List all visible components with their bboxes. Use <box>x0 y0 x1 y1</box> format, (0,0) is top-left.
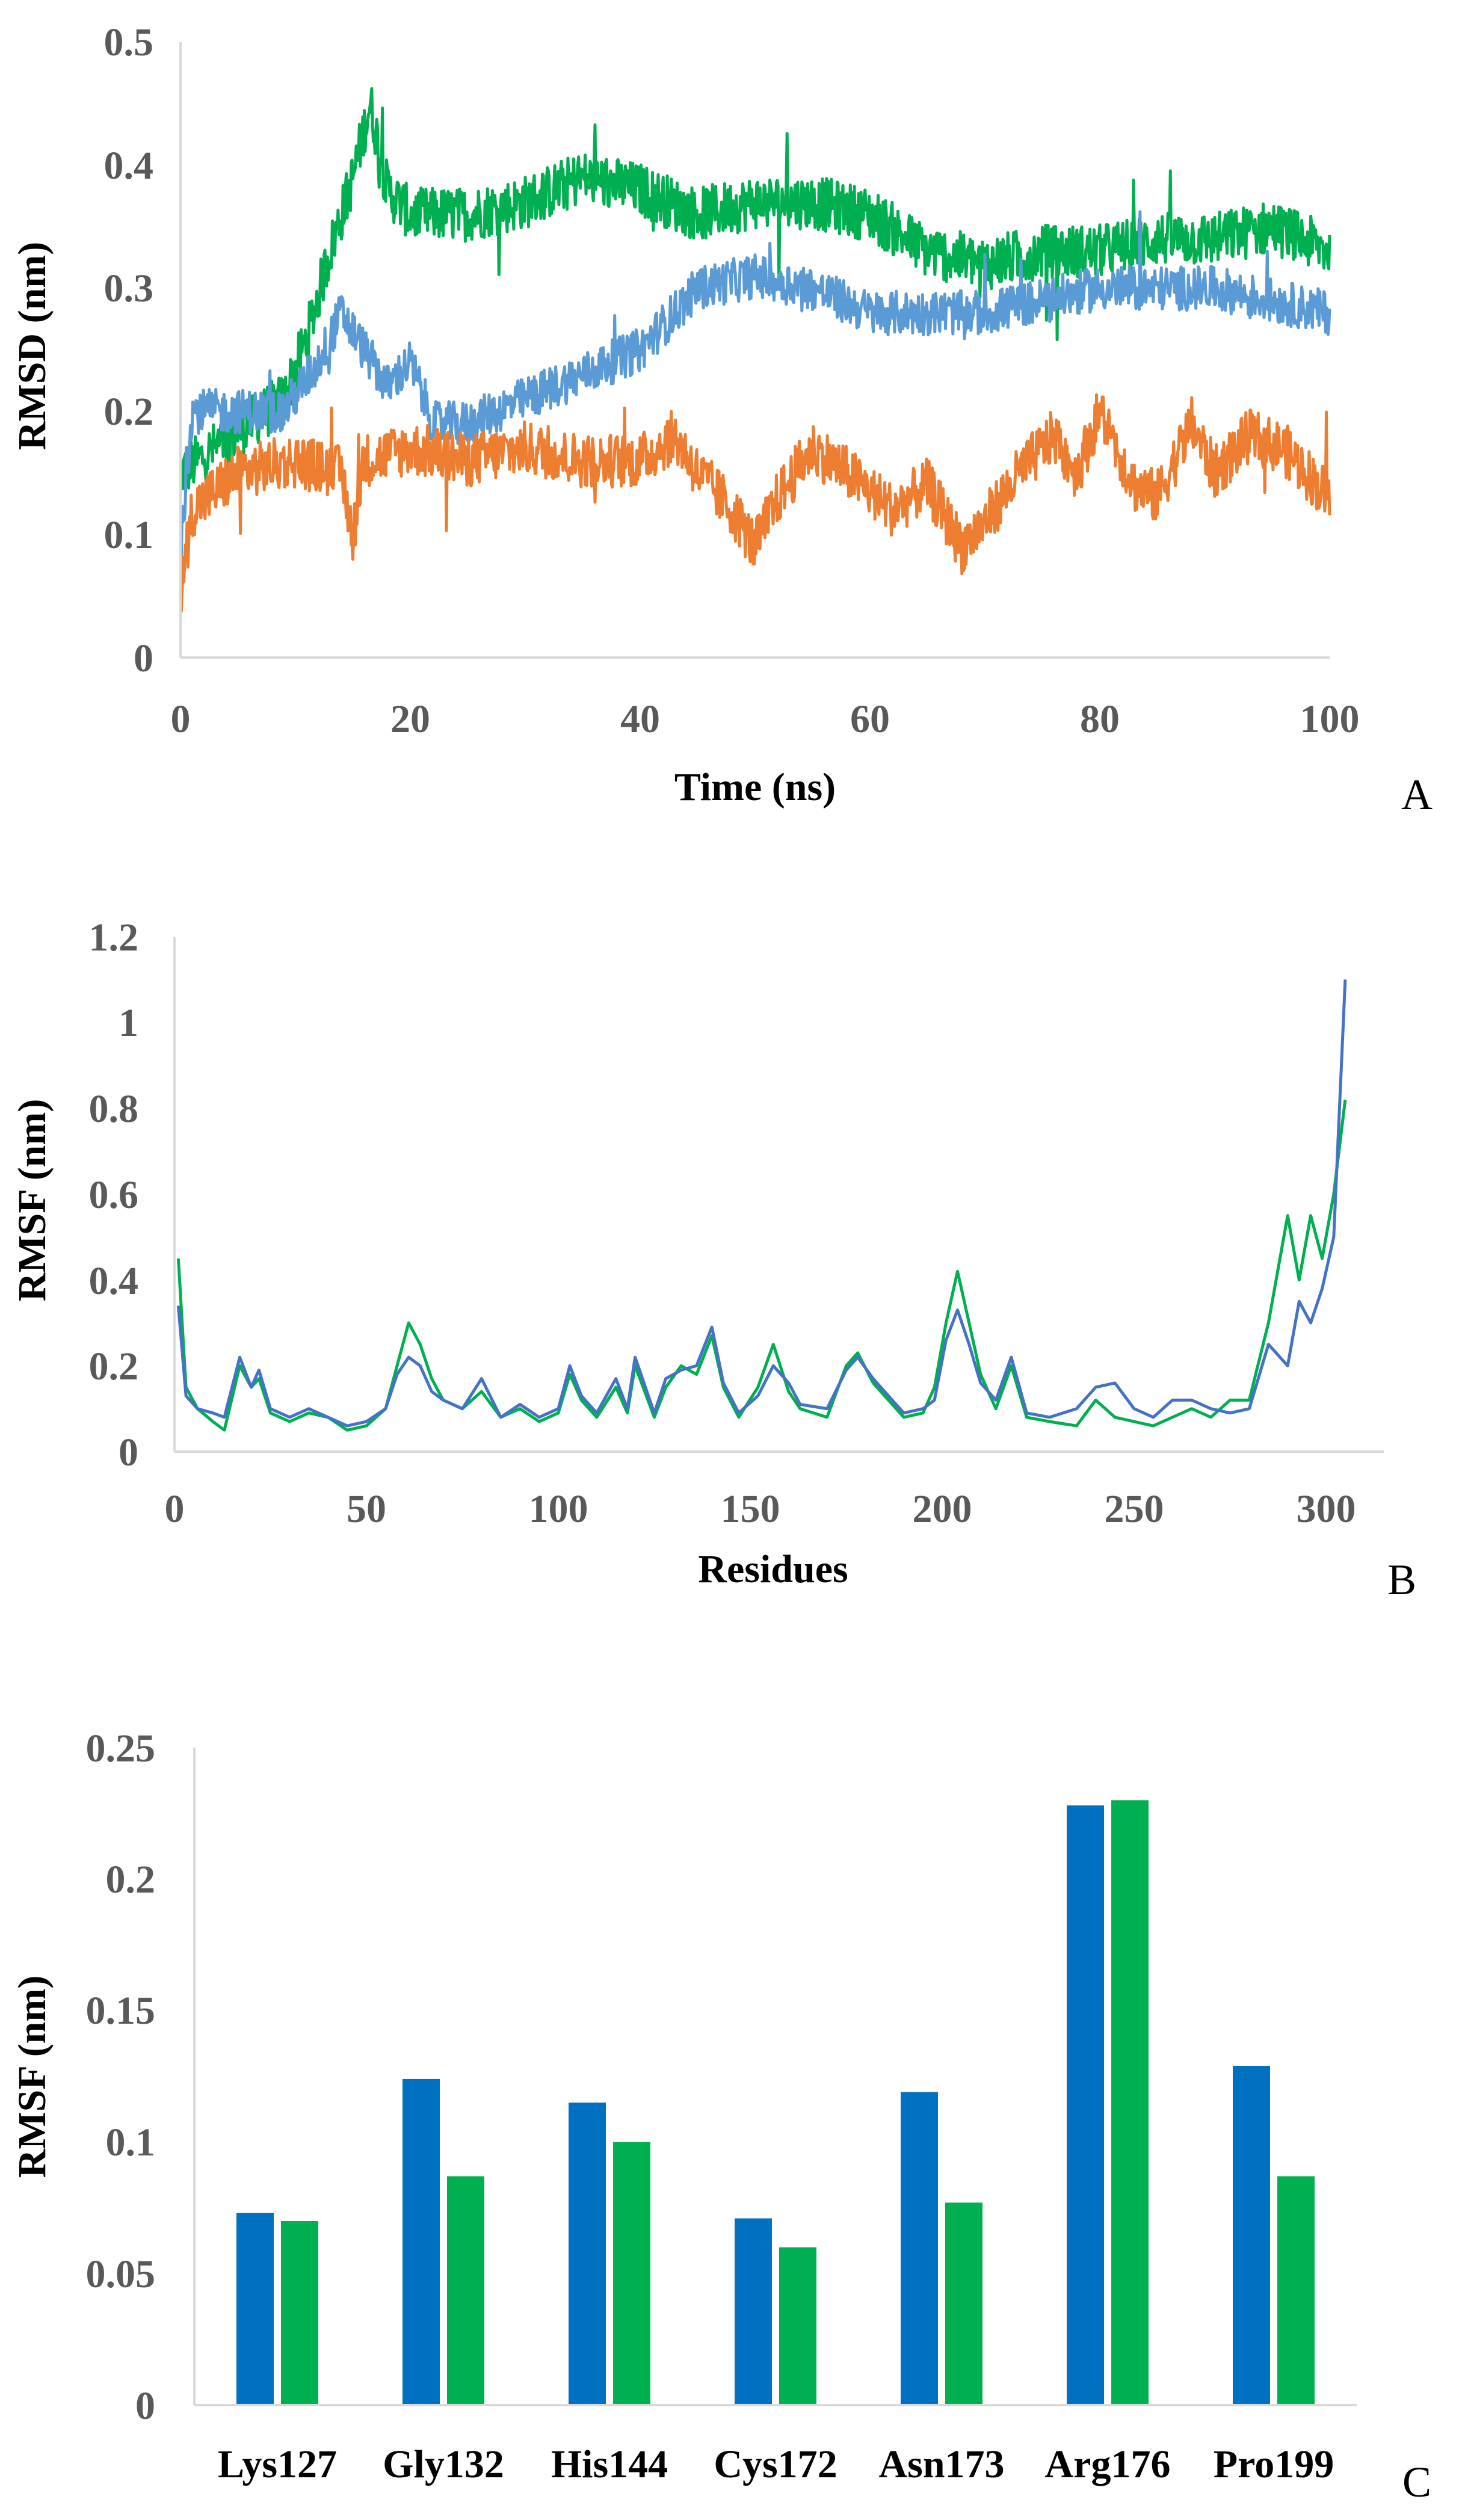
panel-c-y-tick-0: 0 <box>135 2384 155 2428</box>
panel-a-x-axis-title: Time (ns) <box>674 765 836 809</box>
panel-c-rmsf-bar-chart: 0 0.05 0.1 0.15 0.2 0.25 Lys127 Gly132 His… <box>10 1727 1431 2506</box>
panel-a-x-tick-80: 80 <box>1080 697 1120 741</box>
panel-a-y-axis-title: RMSD (nm) <box>10 242 54 450</box>
panel-b-y-tick-0.4: 0.4 <box>89 1259 139 1303</box>
panel-b-y-tick-0: 0 <box>119 1431 138 1474</box>
panel-a-y-tick-0.1: 0.1 <box>104 513 154 557</box>
panel-b-x-axis-title: Residues <box>698 1547 848 1591</box>
panel-c-bar-asn173-blue <box>901 2092 938 2405</box>
panel-c-bar-cys172-green <box>779 2247 816 2405</box>
panel-a-y-tick-0.2: 0.2 <box>104 390 154 434</box>
panel-c-y-tick-0.25: 0.25 <box>86 1727 156 1770</box>
panel-c-category-gly132: Gly132 <box>383 2442 504 2486</box>
panel-a-line-blue <box>179 210 1331 561</box>
panel-b-y-axis-title: RMSF (nm) <box>10 1099 54 1302</box>
panel-b-x-tick-100: 100 <box>529 1487 588 1531</box>
panel-a-line-orange <box>179 393 1331 613</box>
panel-c-category-cys172: Cys172 <box>714 2442 837 2486</box>
panel-c-bar-arg176-green <box>1111 1800 1149 2405</box>
panel-b-line-green <box>176 1099 1347 1432</box>
panel-c-bar-pro199-green <box>1277 2176 1315 2405</box>
panel-b-x-tick-250: 250 <box>1105 1487 1164 1531</box>
panel-a-x-tick-40: 40 <box>620 697 660 741</box>
panel-b-line-blue <box>176 979 1347 1428</box>
panel-a-y-tick-0.3: 0.3 <box>104 266 154 310</box>
panel-c-bar-lys127-green <box>281 2221 318 2405</box>
panel-c-bar-his144-green <box>613 2142 650 2405</box>
panel-b-y-tick-0.2: 0.2 <box>89 1345 139 1388</box>
panel-a-x-tick-20: 20 <box>390 697 430 741</box>
panel-a-x-tick-60: 60 <box>850 697 890 741</box>
panel-b-y-tick-1.2: 1.2 <box>89 916 139 960</box>
panel-a-series <box>179 87 1331 613</box>
panel-c-category-lys127: Lys127 <box>218 2442 337 2486</box>
panel-a-line-green <box>179 87 1331 491</box>
panel-b-x-tick-0: 0 <box>165 1487 185 1531</box>
panel-a-x-tick-100: 100 <box>1300 697 1360 741</box>
panel-a-y-tick-0.5: 0.5 <box>104 20 154 64</box>
panel-a-rmsd-chart: 0 0.1 0.2 0.3 0.4 0.5 0 20 40 60 80 100 … <box>10 20 1433 819</box>
panel-c-y-axis-title: RMSF (nm) <box>10 1976 54 2178</box>
panel-b-x-tick-50: 50 <box>347 1487 386 1531</box>
panel-c-y-tick-0.2: 0.2 <box>106 1858 156 1902</box>
panel-b-series <box>176 979 1347 1432</box>
panel-b-y-tick-0.6: 0.6 <box>89 1173 139 1217</box>
panel-c-bar-gly132-blue <box>403 2078 440 2405</box>
panel-c-category-arg176: Arg176 <box>1045 2442 1171 2486</box>
panel-c-y-tick-0.1: 0.1 <box>106 2121 156 2164</box>
panel-b-label: B <box>1387 1556 1416 1604</box>
panel-c-y-tick-0.05: 0.05 <box>86 2252 156 2296</box>
panel-a-y-tick-0: 0 <box>134 636 153 680</box>
panel-c-y-tick-0.15: 0.15 <box>86 1989 156 2033</box>
panel-a-label: A <box>1401 771 1433 819</box>
panel-b-y-tick-1: 1 <box>119 1001 138 1045</box>
panel-a-x-tick-0: 0 <box>171 697 191 741</box>
panel-c-category-asn173: Asn173 <box>878 2442 1004 2486</box>
panel-c-bar-lys127-blue <box>236 2213 274 2405</box>
panel-c-category-pro199: Pro199 <box>1214 2442 1334 2486</box>
panel-c-bars <box>236 1800 1315 2405</box>
panel-c-bar-asn173-green <box>945 2202 982 2405</box>
panel-c-bar-his144-blue <box>569 2103 606 2405</box>
panel-a-y-tick-0.4: 0.4 <box>104 144 154 188</box>
panel-c-label: C <box>1402 2458 1431 2506</box>
panel-b-y-tick-0.8: 0.8 <box>89 1087 139 1131</box>
panel-c-bar-pro199-blue <box>1233 2066 1270 2405</box>
panel-c-category-labels: Lys127 Gly132 His144 Cys172 Asn173 Arg176 Pro1… <box>218 2442 1334 2486</box>
panel-b-x-tick-150: 150 <box>721 1487 780 1531</box>
panel-c-bar-gly132-green <box>447 2176 484 2405</box>
panel-c-category-his144: His144 <box>551 2442 668 2486</box>
panel-b-x-tick-300: 300 <box>1297 1487 1356 1531</box>
panel-b-x-tick-200: 200 <box>913 1487 972 1531</box>
panel-c-bar-cys172-blue <box>735 2218 772 2405</box>
panel-c-bar-arg176-blue <box>1067 1805 1104 2405</box>
panel-b-rmsf-chart: 0 0.2 0.4 0.6 0.8 1 1.2 0 50 100 150 200… <box>10 916 1416 1604</box>
